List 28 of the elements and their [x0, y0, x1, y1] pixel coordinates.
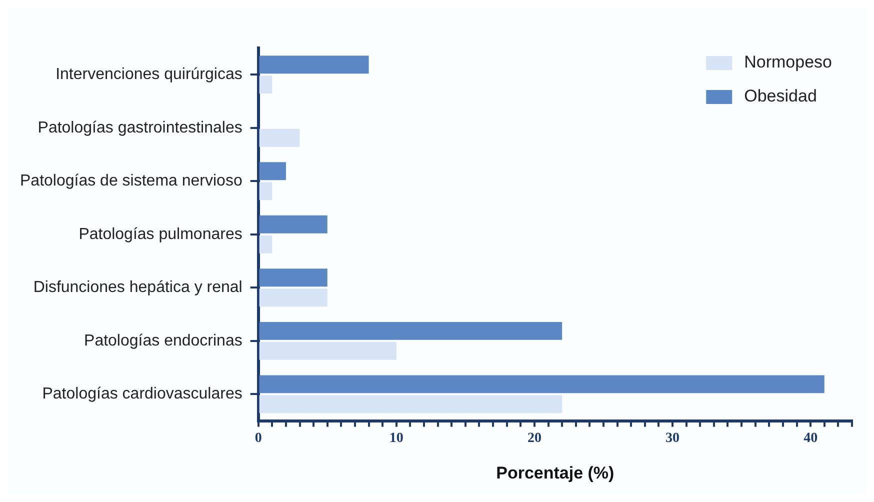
legend-label: Obesidad	[744, 86, 817, 106]
x-tick-label: 40	[804, 430, 818, 446]
bar	[259, 215, 328, 234]
x-tick-label: 30	[666, 430, 680, 446]
y-tick-label: Patologías gastrointestinales	[38, 119, 242, 136]
bar	[259, 235, 272, 254]
bar	[259, 128, 300, 147]
bar	[259, 322, 562, 340]
bar	[259, 268, 328, 287]
legend-label: Normopeso	[744, 52, 832, 72]
bar	[259, 182, 272, 200]
bar	[259, 288, 328, 307]
y-tick-label: Patologías cardiovasculares	[42, 386, 242, 403]
x-tick-label: 0	[254, 430, 262, 446]
bar	[259, 395, 562, 414]
bar	[259, 342, 396, 360]
y-tick-label: Patologías endocrinas	[84, 332, 242, 350]
x-axis-title: Porcentaje (%)	[496, 463, 614, 482]
y-tick-label: Intervenciones quirúrgicas	[56, 66, 242, 84]
x-tick-label: 20	[527, 430, 542, 446]
y-tick-label: Patologías pulmonares	[78, 226, 242, 243]
x-tick-label: 10	[389, 430, 404, 446]
bar	[259, 56, 369, 74]
y-tick-label: Patologías de sistema nervioso	[20, 172, 242, 190]
bar	[259, 162, 286, 180]
bar	[259, 76, 272, 94]
y-tick-label: Disfunciones hepática y renal	[33, 279, 242, 296]
bar	[259, 375, 824, 394]
